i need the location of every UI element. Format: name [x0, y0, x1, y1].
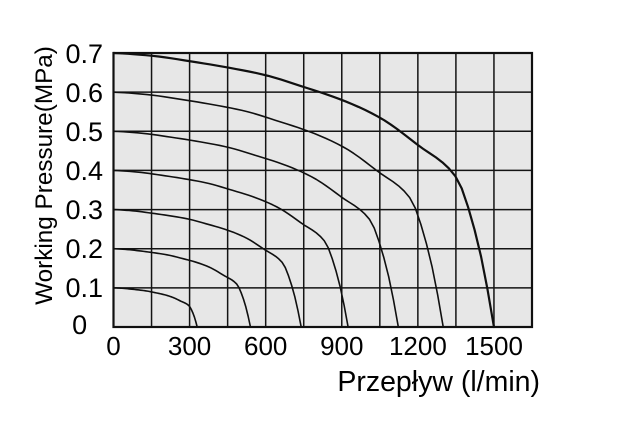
svg-text:0.1: 0.1: [65, 273, 103, 303]
svg-text:0: 0: [72, 310, 87, 340]
svg-text:1500: 1500: [465, 331, 523, 361]
svg-text:0.6: 0.6: [65, 78, 103, 108]
svg-text:0.2: 0.2: [65, 234, 103, 264]
svg-text:0.7: 0.7: [65, 39, 103, 69]
svg-text:0.5: 0.5: [65, 117, 103, 147]
svg-text:1200: 1200: [389, 331, 447, 361]
svg-text:Przepływ (l/min): Przepływ (l/min): [337, 366, 540, 398]
svg-text:300: 300: [168, 331, 211, 361]
svg-text:600: 600: [244, 331, 287, 361]
svg-text:0: 0: [106, 331, 120, 361]
svg-text:900: 900: [320, 331, 363, 361]
svg-text:Working Pressure(MPa): Working Pressure(MPa): [31, 46, 58, 305]
svg-text:0.3: 0.3: [65, 195, 103, 225]
svg-text:0.4: 0.4: [65, 156, 103, 186]
